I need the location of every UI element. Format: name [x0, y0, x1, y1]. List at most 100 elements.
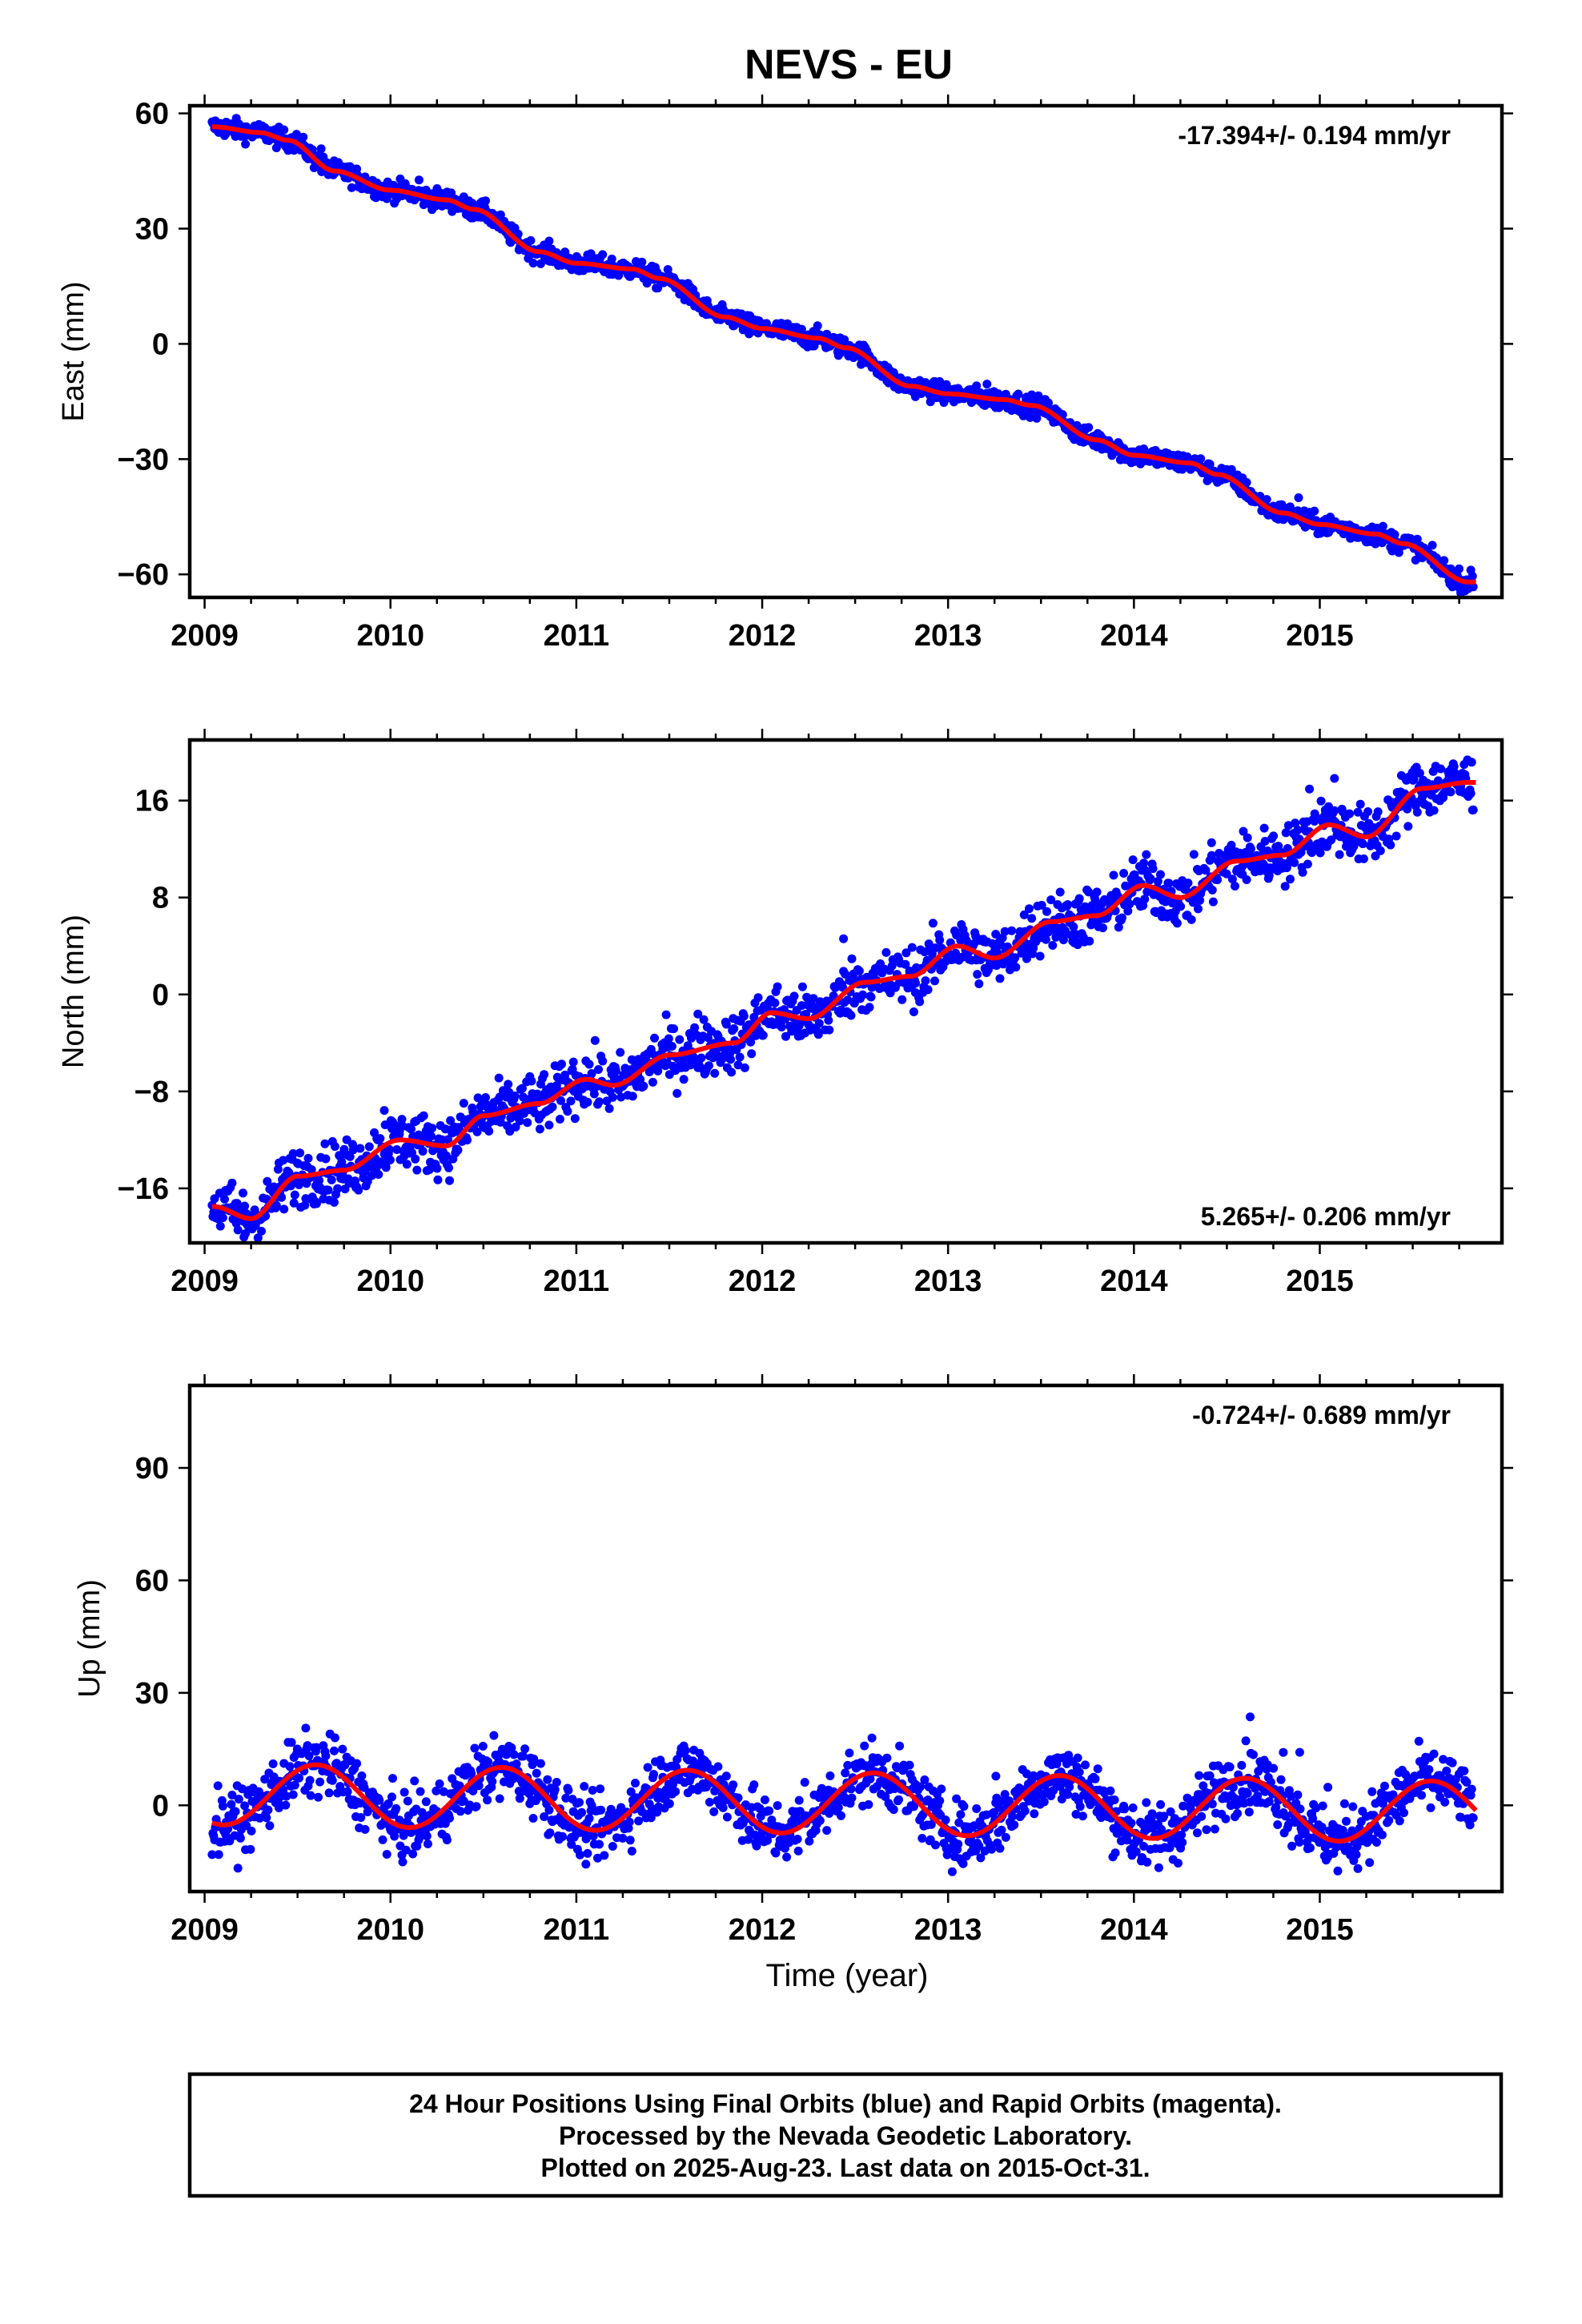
data-point — [1195, 895, 1205, 905]
data-point — [928, 919, 938, 928]
data-point — [515, 1116, 524, 1126]
data-point — [992, 1793, 1002, 1803]
y-tick-label: 0 — [152, 1789, 169, 1823]
data-point — [1221, 1814, 1231, 1823]
data-point — [777, 1023, 786, 1031]
data-point — [1120, 1804, 1130, 1814]
x-tick-label: 2009 — [171, 1265, 239, 1298]
x-tick-label: 2013 — [914, 619, 982, 653]
x-tick-label: 2014 — [1100, 619, 1168, 653]
data-point — [1262, 495, 1271, 505]
data-point — [758, 1031, 768, 1040]
north-points — [207, 755, 1478, 1243]
data-point — [1020, 1806, 1030, 1815]
data-point — [1123, 907, 1133, 916]
data-point — [1308, 1814, 1318, 1823]
data-point — [215, 1221, 225, 1231]
data-point — [655, 1787, 665, 1797]
outlier-point — [395, 1126, 404, 1136]
data-point — [1035, 951, 1045, 961]
data-point — [897, 995, 907, 1004]
data-point — [1300, 1827, 1310, 1836]
data-point — [459, 1099, 468, 1108]
data-point — [231, 1807, 240, 1816]
data-point — [382, 1850, 391, 1859]
data-point — [598, 250, 608, 259]
data-point — [608, 1092, 617, 1102]
data-point — [770, 998, 780, 1007]
data-point — [214, 1850, 223, 1860]
data-point — [445, 1813, 454, 1823]
data-point — [352, 1759, 362, 1768]
data-point — [288, 1790, 298, 1799]
data-point — [1055, 887, 1065, 897]
data-point — [954, 1839, 963, 1849]
data-point — [1281, 828, 1291, 838]
data-point — [1386, 840, 1395, 850]
data-point — [1246, 844, 1255, 854]
data-point — [421, 1797, 431, 1807]
data-point — [423, 1839, 432, 1848]
data-point — [881, 947, 891, 957]
data-point — [744, 1835, 753, 1844]
data-point — [338, 1744, 347, 1754]
data-point — [909, 1007, 918, 1016]
data-point — [550, 1785, 560, 1795]
data-point — [399, 1831, 408, 1840]
data-point — [375, 1134, 385, 1144]
data-point — [303, 1153, 313, 1163]
data-point — [1154, 1863, 1163, 1872]
caption-line-2: Processed by the Nevada Geodetic Laborat… — [559, 2121, 1132, 2150]
data-point — [1290, 858, 1299, 867]
data-point — [484, 1127, 494, 1136]
data-point — [1399, 1808, 1408, 1818]
data-point — [1384, 1815, 1394, 1825]
data-point — [608, 1842, 617, 1851]
data-point — [213, 1781, 223, 1791]
data-point — [1269, 1763, 1279, 1773]
y-tick-label: 0 — [152, 979, 169, 1012]
data-point — [343, 1787, 352, 1796]
data-point — [347, 183, 356, 192]
data-point — [1468, 582, 1478, 592]
y-tick-label: −16 — [118, 1172, 169, 1206]
data-point — [824, 1015, 833, 1025]
data-point — [923, 985, 933, 995]
data-point — [1468, 1813, 1478, 1823]
data-point — [921, 976, 930, 986]
data-point — [618, 1833, 628, 1843]
outlier-point — [1330, 774, 1339, 783]
data-point — [997, 1825, 1006, 1835]
data-point — [858, 990, 868, 999]
data-point — [385, 1155, 395, 1164]
data-point — [664, 1034, 673, 1043]
data-point — [1375, 846, 1385, 855]
data-point — [383, 1799, 393, 1808]
data-point — [207, 1850, 217, 1860]
data-point — [510, 1092, 520, 1100]
data-point — [1327, 835, 1336, 845]
data-point — [220, 1194, 229, 1204]
data-point — [1335, 850, 1344, 859]
data-point — [552, 1778, 561, 1787]
data-point — [1159, 1811, 1169, 1821]
data-point — [1093, 1764, 1102, 1774]
data-point — [227, 1791, 237, 1799]
data-point — [240, 1801, 250, 1811]
data-point — [418, 1147, 428, 1156]
data-point — [802, 992, 812, 1002]
data-point — [1259, 823, 1269, 833]
data-point — [935, 1796, 945, 1806]
x-tick-label: 2010 — [356, 1265, 424, 1298]
data-point — [442, 1835, 452, 1845]
data-point — [846, 1784, 856, 1794]
data-point — [1064, 1751, 1074, 1760]
data-point — [412, 1165, 422, 1175]
data-point — [566, 1096, 576, 1106]
caption-line-3: Plotted on 2025-Aug-23. Last data on 201… — [540, 2153, 1150, 2182]
data-point — [1205, 460, 1215, 469]
data-point — [699, 1015, 709, 1024]
data-point — [382, 194, 391, 203]
data-point — [1311, 1803, 1321, 1813]
data-point — [536, 1759, 545, 1768]
